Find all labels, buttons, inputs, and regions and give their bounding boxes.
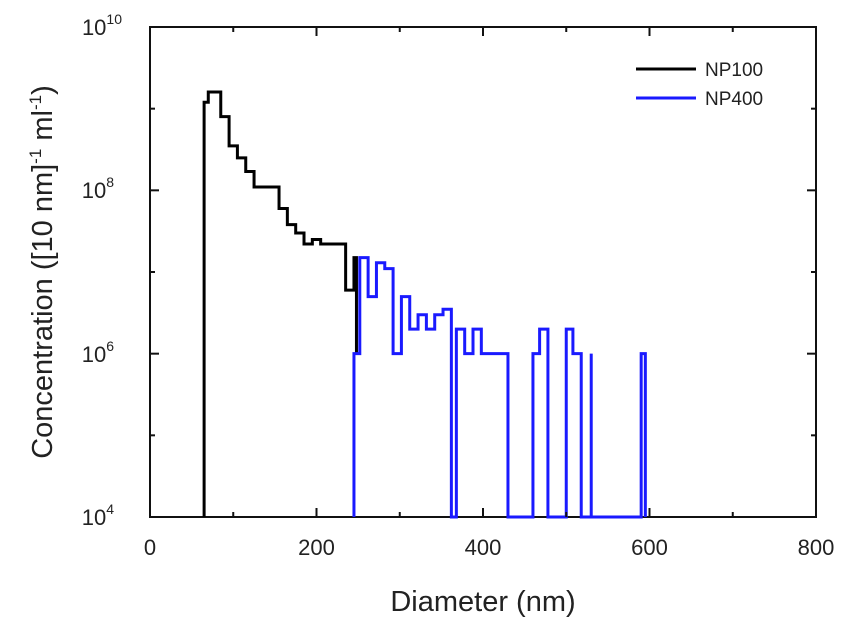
y-tick-label-1e10: 1010: [82, 11, 122, 40]
x-tick-labels: 0 200 400 600 800: [144, 535, 834, 560]
x-tick-label-200: 200: [298, 535, 335, 560]
y-tick-base: 10: [82, 178, 106, 203]
y-tick-exp: 6: [106, 338, 114, 354]
x-tick-label-0: 0: [144, 535, 156, 560]
legend-label-np100: NP100: [705, 60, 763, 81]
series-line-np100: [202, 90, 358, 517]
y-tick-exp: 4: [106, 501, 114, 517]
y-tick-label-1e8: 108: [82, 174, 114, 203]
y-tick-base: 10: [82, 342, 106, 367]
x-tick-label-400: 400: [465, 535, 502, 560]
y-tick-base: 10: [82, 15, 106, 40]
x-axis-title: Diameter (nm): [390, 586, 575, 618]
y-tick-exp: 10: [106, 11, 122, 27]
y-axis-title-sup2: -1: [26, 95, 45, 110]
legend: NP100 NP400: [636, 60, 763, 110]
x-tick-label-600: 600: [631, 535, 668, 560]
y-axis-title-main: Concentration ([10 nm]: [27, 164, 59, 459]
y-tick-label-1e6: 106: [82, 338, 114, 367]
y-axis-title-mid: ml: [27, 110, 59, 149]
tick-layer: [149, 26, 817, 518]
series-line-np400: [352, 256, 647, 519]
y-axis-title: Concentration ([10 nm]-1 ml-1): [26, 85, 59, 459]
series-layer: [202, 90, 647, 519]
y-tick-label-1e4: 104: [82, 501, 114, 530]
y-axis-title-tail: ): [27, 85, 59, 95]
x-tick-label-800: 800: [798, 535, 835, 560]
y-tick-base: 10: [82, 505, 106, 530]
y-tick-labels: 104 106 108 1010: [82, 11, 122, 530]
y-tick-exp: 8: [106, 174, 114, 190]
legend-label-np400: NP400: [705, 89, 763, 110]
y-axis-title-sup1: -1: [26, 149, 45, 164]
